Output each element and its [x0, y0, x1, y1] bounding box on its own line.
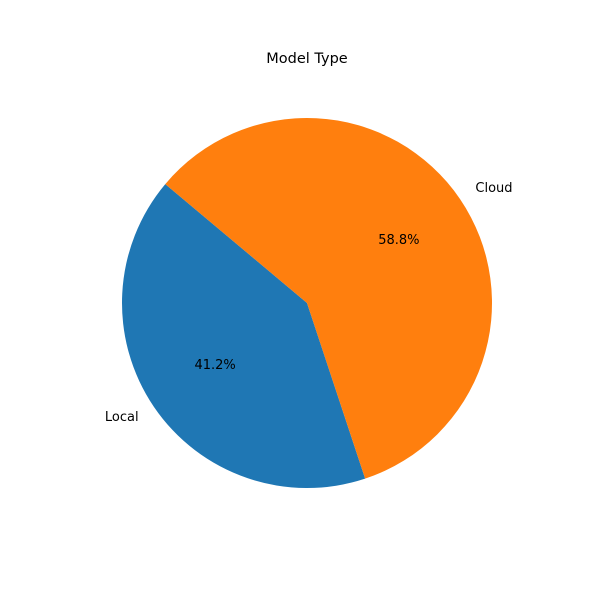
pie-slice-local [122, 184, 366, 488]
pie-slice-cloud [165, 117, 493, 479]
slice-label-cloud: Cloud [475, 181, 512, 196]
chart-title: Model Type [266, 51, 348, 67]
percent-label-local: 41.2% [194, 358, 235, 373]
pie-labels: Local 41.2% Cloud 58.8% [105, 181, 513, 425]
slice-label-local: Local [105, 410, 139, 425]
pie-slices [122, 117, 493, 488]
percent-label-cloud: 58.8% [378, 233, 419, 248]
